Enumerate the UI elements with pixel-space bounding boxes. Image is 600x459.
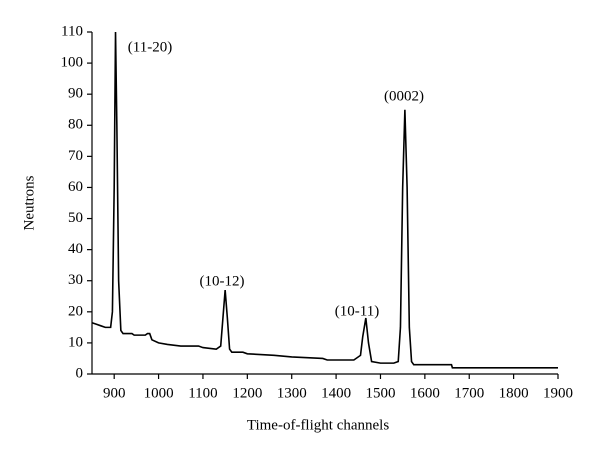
y-tick-label: 50 bbox=[68, 210, 83, 226]
y-tick-label: 110 bbox=[61, 23, 83, 39]
y-tick-label: 40 bbox=[68, 241, 83, 257]
y-tick-label: 20 bbox=[68, 303, 83, 319]
x-tick-label: 1300 bbox=[277, 385, 307, 401]
x-tick-label: 1900 bbox=[543, 385, 573, 401]
y-tick-label: 80 bbox=[68, 117, 83, 133]
y-tick-label: 10 bbox=[68, 334, 83, 350]
x-axis-label: Time-of-flight channels bbox=[247, 417, 390, 433]
y-axis-label: Neutrons bbox=[21, 175, 37, 230]
x-tick-label: 1500 bbox=[365, 385, 395, 401]
peak-annotation: (0002) bbox=[384, 88, 424, 104]
x-tick-label: 1800 bbox=[499, 385, 529, 401]
x-tick-label: 1600 bbox=[410, 385, 440, 401]
x-tick-label: 1200 bbox=[232, 385, 262, 401]
y-tick-label: 60 bbox=[68, 179, 83, 195]
peak-annotation: (11-20) bbox=[128, 39, 172, 55]
x-tick-label: 1000 bbox=[144, 385, 174, 401]
x-tick-label: 1100 bbox=[188, 385, 217, 401]
y-tick-label: 70 bbox=[68, 148, 83, 164]
y-tick-label: 90 bbox=[68, 86, 83, 102]
data-line bbox=[91, 31, 558, 369]
x-tick-label: 1700 bbox=[454, 385, 484, 401]
y-tick-label: 0 bbox=[76, 365, 84, 381]
peak-annotation: (10-12) bbox=[200, 273, 245, 289]
x-tick-label: 900 bbox=[103, 385, 126, 401]
y-tick-label: 30 bbox=[68, 272, 83, 288]
peak-annotation: (10-11) bbox=[335, 303, 379, 319]
y-tick-label: 100 bbox=[61, 55, 84, 71]
x-tick-label: 1400 bbox=[321, 385, 351, 401]
